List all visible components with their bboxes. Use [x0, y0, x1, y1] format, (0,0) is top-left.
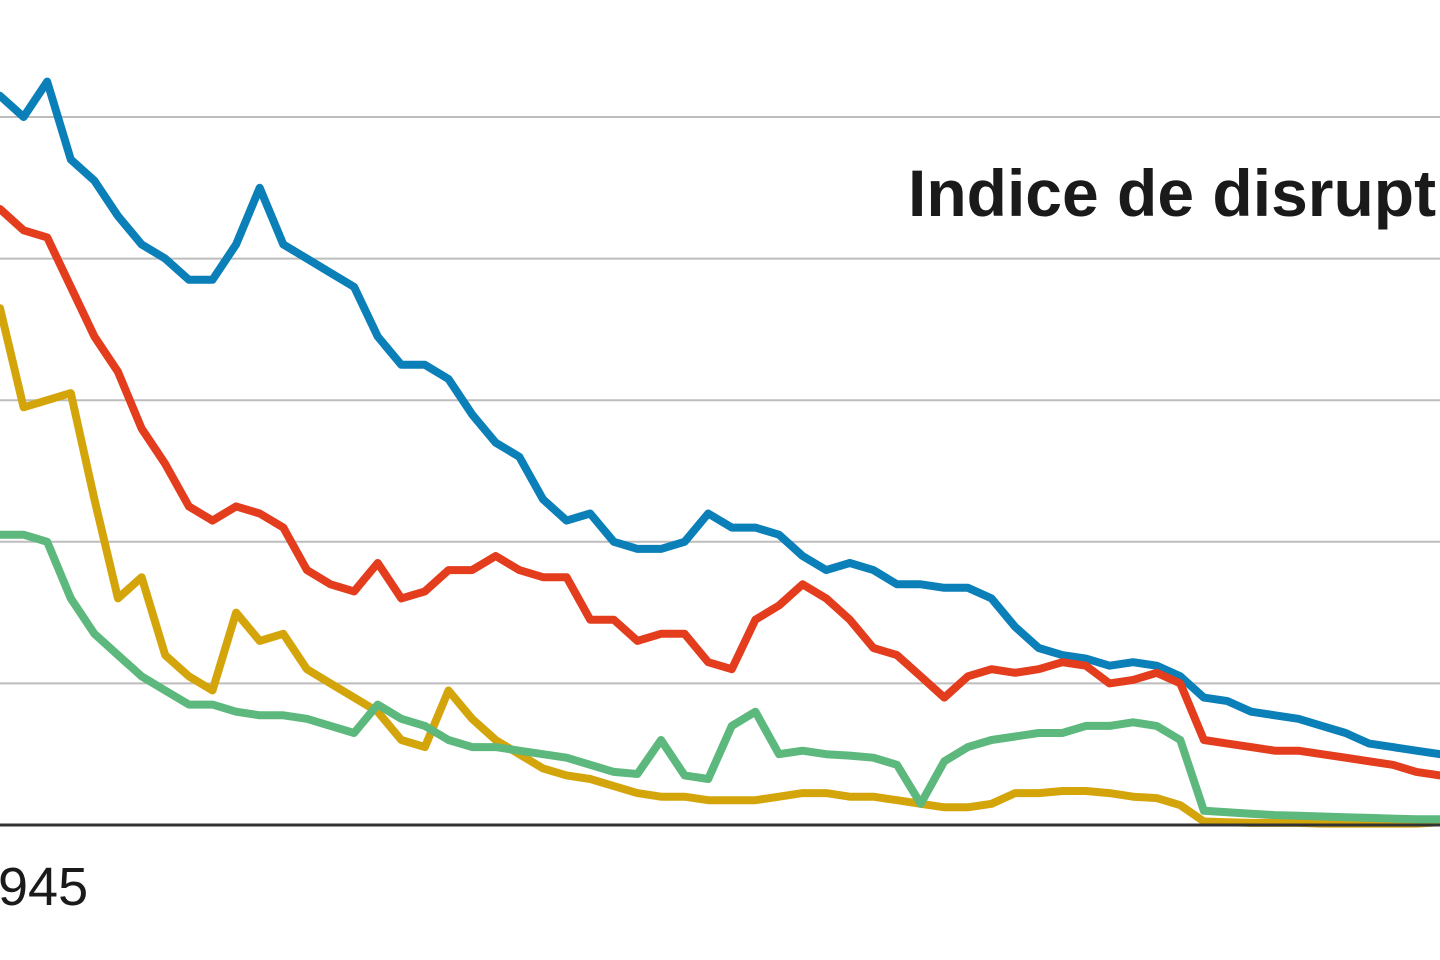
series-line-4 — [0, 530, 1440, 824]
chart-title: Indice de disrupt — [908, 156, 1436, 230]
gridlines — [0, 116, 1440, 685]
series-lines — [0, 77, 1440, 828]
series-line-2 — [0, 205, 1440, 780]
x-tick-label-1: 945 — [0, 857, 88, 917]
series-line-1 — [0, 77, 1440, 759]
x-axis-ticks: 945 — [0, 857, 88, 917]
series-line-3 — [0, 304, 1440, 828]
